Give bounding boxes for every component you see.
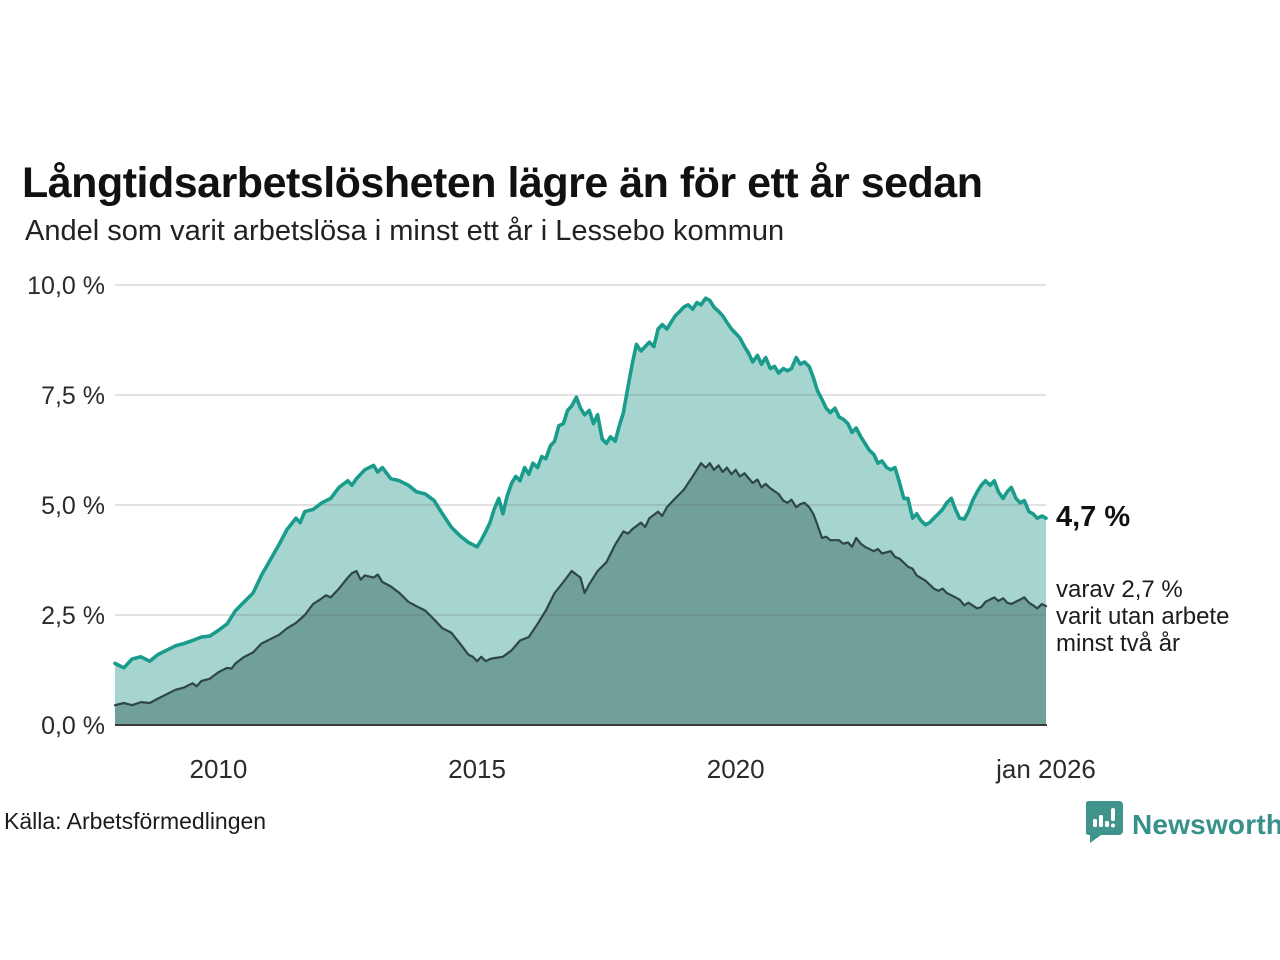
source-credit: Källa: Arbetsförmedlingen <box>4 808 267 834</box>
svg-text:7,5 %: 7,5 % <box>41 382 105 410</box>
svg-text:5,0 %: 5,0 % <box>41 492 105 520</box>
svg-text:2,5 %: 2,5 % <box>41 602 105 630</box>
callout-line: varav 2,7 % <box>1056 576 1183 603</box>
secondary-value-callout: varav 2,7 % varit utan arbete minst två … <box>1056 576 1229 657</box>
svg-text:0,0 %: 0,0 % <box>41 712 105 740</box>
svg-text:2020: 2020 <box>707 754 765 784</box>
chart-subtitle: Andel som varit arbetslösa i minst ett å… <box>25 215 785 247</box>
latest-value-callout: 4,7 % <box>1056 501 1131 533</box>
newsworthy-logo: Newsworthy <box>1085 800 1280 849</box>
svg-text:2010: 2010 <box>190 754 248 784</box>
callout-line: varit utan arbete <box>1056 603 1230 630</box>
newsworthy-bubble-chart-icon <box>1085 800 1124 849</box>
svg-text:jan 2026: jan 2026 <box>995 754 1096 784</box>
newsworthy-wordmark: Newsworthy <box>1132 808 1280 840</box>
svg-text:10,0 %: 10,0 % <box>27 272 105 300</box>
page-title: Långtidsarbetslösheten lägre än för ett … <box>22 158 983 207</box>
svg-text:2015: 2015 <box>448 754 506 784</box>
callout-line: minst två år <box>1056 630 1181 657</box>
